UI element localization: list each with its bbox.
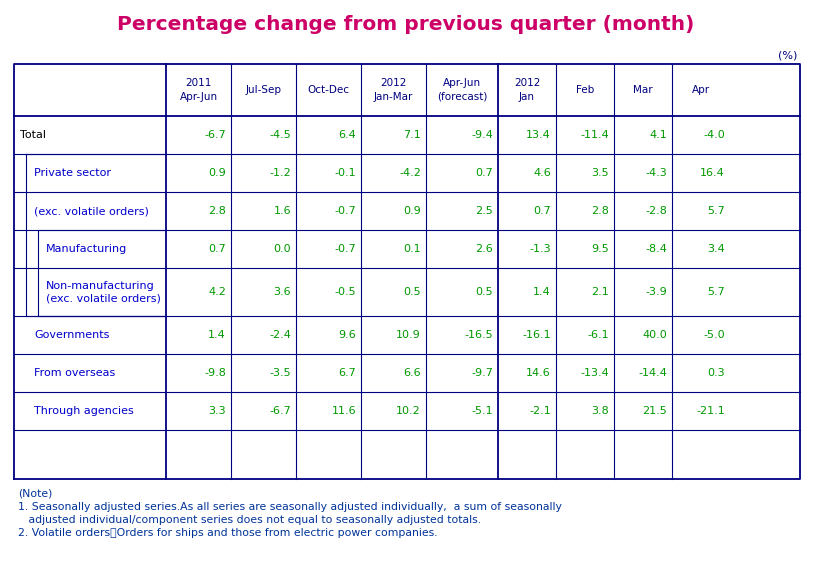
Text: 21.5: 21.5 [642, 406, 667, 416]
Text: 2011
Apr-Jun: 2011 Apr-Jun [180, 78, 218, 101]
Text: -4.3: -4.3 [646, 168, 667, 178]
Text: (exc. volatile orders): (exc. volatile orders) [34, 206, 149, 216]
Text: 3.3: 3.3 [208, 406, 226, 416]
Text: 2012
Jan: 2012 Jan [514, 78, 540, 101]
Text: -9.8: -9.8 [204, 368, 226, 378]
Text: 5.7: 5.7 [707, 206, 725, 216]
Text: -3.5: -3.5 [269, 368, 291, 378]
Text: 3.5: 3.5 [591, 168, 609, 178]
Text: 14.6: 14.6 [526, 368, 551, 378]
Text: (%): (%) [777, 50, 797, 60]
Text: 6.7: 6.7 [338, 368, 356, 378]
Text: 0.7: 0.7 [533, 206, 551, 216]
Text: -6.7: -6.7 [204, 130, 226, 140]
Text: -9.4: -9.4 [471, 130, 493, 140]
Text: -0.7: -0.7 [334, 244, 356, 254]
Text: -2.1: -2.1 [529, 406, 551, 416]
Text: Through agencies: Through agencies [34, 406, 134, 416]
Text: 6.4: 6.4 [338, 130, 356, 140]
Text: Private sector: Private sector [34, 168, 111, 178]
Text: 1. Seasonally adjusted series.As all series are seasonally adjusted individually: 1. Seasonally adjusted series.As all ser… [18, 502, 562, 512]
Text: 9.6: 9.6 [338, 330, 356, 340]
Text: 2.8: 2.8 [591, 206, 609, 216]
Text: -8.4: -8.4 [646, 244, 667, 254]
Text: 4.2: 4.2 [208, 287, 226, 297]
Text: -1.2: -1.2 [269, 168, 291, 178]
Text: Percentage change from previous quarter (month): Percentage change from previous quarter … [117, 15, 694, 33]
Text: 2012
Jan-Mar: 2012 Jan-Mar [374, 78, 413, 101]
Text: 2.6: 2.6 [476, 244, 493, 254]
Text: -0.1: -0.1 [334, 168, 356, 178]
Text: -2.8: -2.8 [646, 206, 667, 216]
Text: -13.4: -13.4 [580, 368, 609, 378]
Text: -4.5: -4.5 [269, 130, 291, 140]
Text: -0.7: -0.7 [334, 206, 356, 216]
Text: 0.7: 0.7 [208, 244, 226, 254]
Text: Apr: Apr [692, 85, 710, 95]
Text: 0.3: 0.3 [707, 368, 725, 378]
Text: adjusted individual/component series does not equal to seasonally adjusted total: adjusted individual/component series doe… [18, 515, 481, 525]
Text: 2.1: 2.1 [591, 287, 609, 297]
Text: 2.5: 2.5 [476, 206, 493, 216]
Text: -4.2: -4.2 [399, 168, 421, 178]
Text: -16.5: -16.5 [464, 330, 493, 340]
Text: Manufacturing: Manufacturing [46, 244, 128, 254]
Text: -6.7: -6.7 [269, 406, 291, 416]
Text: 0.9: 0.9 [403, 206, 421, 216]
Text: 3.6: 3.6 [273, 287, 291, 297]
Text: 10.2: 10.2 [396, 406, 421, 416]
Text: 0.5: 0.5 [476, 287, 493, 297]
Text: (Note): (Note) [18, 489, 52, 499]
Text: 0.9: 0.9 [208, 168, 226, 178]
Text: 11.6: 11.6 [332, 406, 356, 416]
Text: Non-manufacturing
(exc. volatile orders): Non-manufacturing (exc. volatile orders) [46, 281, 161, 303]
Text: 7.1: 7.1 [403, 130, 421, 140]
Text: 0.5: 0.5 [403, 287, 421, 297]
Text: 2.8: 2.8 [208, 206, 226, 216]
Text: -9.7: -9.7 [471, 368, 493, 378]
Text: -11.4: -11.4 [580, 130, 609, 140]
Text: 1.4: 1.4 [533, 287, 551, 297]
Text: 0.7: 0.7 [476, 168, 493, 178]
Text: 10.9: 10.9 [396, 330, 421, 340]
Text: 1.6: 1.6 [273, 206, 291, 216]
Text: 0.0: 0.0 [273, 244, 291, 254]
Text: 2. Volatile orders：Orders for ships and those from electric power companies.: 2. Volatile orders：Orders for ships and … [18, 528, 437, 538]
Text: Feb: Feb [576, 85, 594, 95]
Text: Oct-Dec: Oct-Dec [307, 85, 350, 95]
Text: 6.6: 6.6 [403, 368, 421, 378]
Text: -1.3: -1.3 [529, 244, 551, 254]
Text: -6.1: -6.1 [587, 330, 609, 340]
Text: -4.0: -4.0 [703, 130, 725, 140]
Text: 40.0: 40.0 [642, 330, 667, 340]
Text: -16.1: -16.1 [523, 330, 551, 340]
Text: -5.0: -5.0 [703, 330, 725, 340]
Text: 4.6: 4.6 [533, 168, 551, 178]
Text: Mar: Mar [633, 85, 653, 95]
Text: Total: Total [20, 130, 46, 140]
Text: 3.8: 3.8 [591, 406, 609, 416]
Text: -0.5: -0.5 [334, 287, 356, 297]
Text: -21.1: -21.1 [696, 406, 725, 416]
Text: 16.4: 16.4 [700, 168, 725, 178]
Text: 13.4: 13.4 [526, 130, 551, 140]
Text: 0.1: 0.1 [403, 244, 421, 254]
Text: Apr-Jun
(forecast): Apr-Jun (forecast) [437, 78, 487, 101]
Text: Jul-Sep: Jul-Sep [246, 85, 281, 95]
Text: 3.4: 3.4 [707, 244, 725, 254]
Text: 1.4: 1.4 [208, 330, 226, 340]
Text: -14.4: -14.4 [638, 368, 667, 378]
Text: -5.1: -5.1 [472, 406, 493, 416]
Text: -2.4: -2.4 [269, 330, 291, 340]
Text: 9.5: 9.5 [591, 244, 609, 254]
Text: 4.1: 4.1 [650, 130, 667, 140]
Text: 5.7: 5.7 [707, 287, 725, 297]
Text: Governments: Governments [34, 330, 110, 340]
Text: -3.9: -3.9 [646, 287, 667, 297]
Text: From overseas: From overseas [34, 368, 115, 378]
